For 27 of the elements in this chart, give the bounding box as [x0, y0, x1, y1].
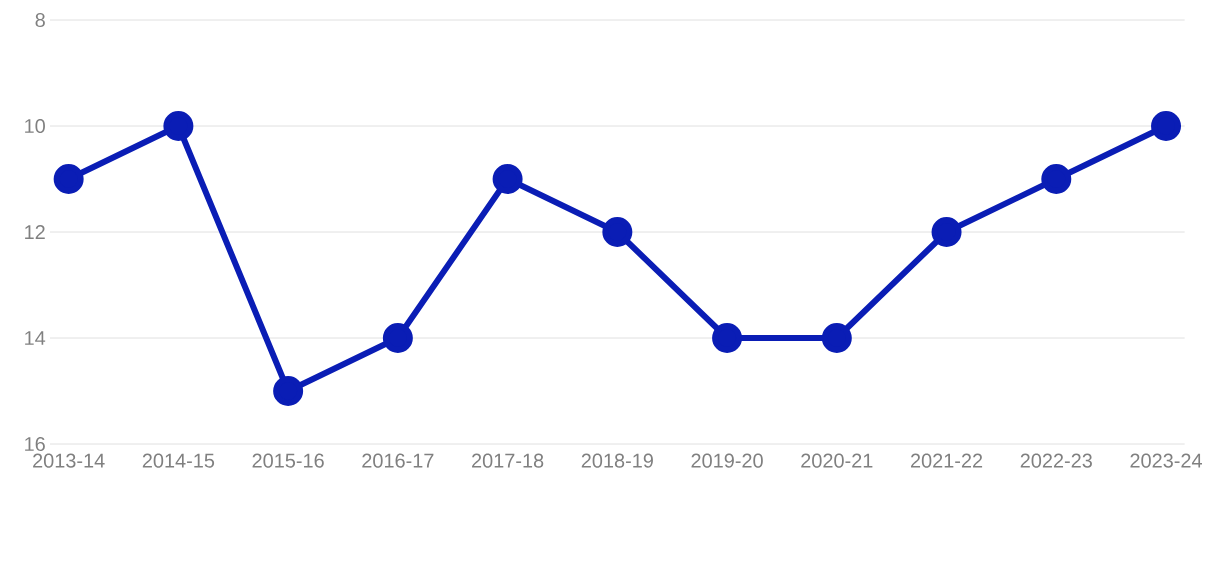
point	[712, 323, 743, 354]
y-tick-label: 14	[25, 331, 46, 345]
x-tick-label: 2013-14	[33, 453, 105, 468]
x-tick-label: 2016-17	[362, 453, 434, 468]
x-tick-label: 2018-19	[581, 453, 653, 468]
point	[1041, 164, 1072, 195]
point	[273, 376, 304, 407]
point	[931, 217, 962, 248]
x-tick-label: 2015-16	[252, 453, 324, 468]
x-tick-label: 2020-21	[801, 453, 873, 468]
point	[163, 111, 194, 142]
point	[602, 217, 633, 248]
x-tick-label: 2014-15	[142, 453, 215, 468]
point	[821, 323, 852, 354]
point	[1151, 111, 1182, 142]
y-tick-label: 8	[35, 12, 45, 28]
x-tick-label: 2023-24	[1130, 453, 1202, 468]
x-tick-label: 2019-20	[691, 453, 763, 468]
y-tick-label: 12	[25, 225, 45, 239]
y-tick-label: 16	[25, 436, 45, 452]
x-tick-label: 2017-18	[472, 453, 544, 468]
point	[53, 164, 84, 195]
x-tick-label: 2022-23	[1020, 453, 1092, 468]
y-tick-label: 10	[25, 118, 45, 134]
point	[382, 323, 413, 354]
point	[492, 164, 523, 195]
x-tick-label: 2021-22	[910, 453, 983, 468]
